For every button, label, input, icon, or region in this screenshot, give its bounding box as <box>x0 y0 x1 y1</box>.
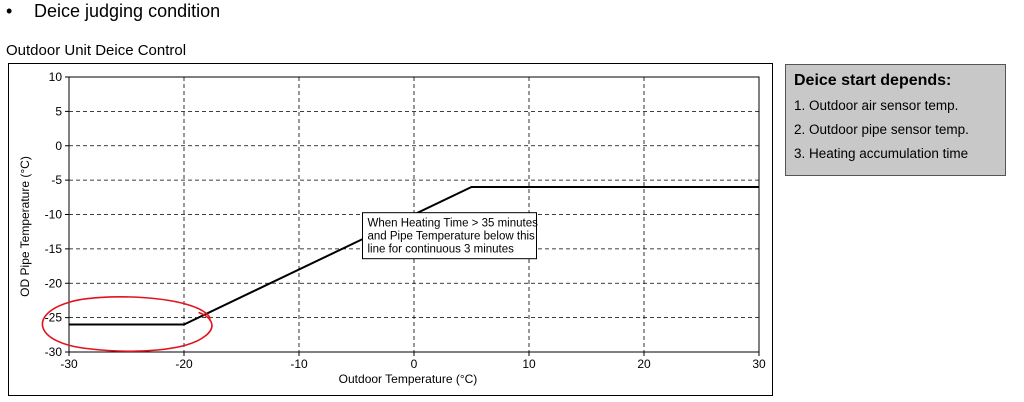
section-heading: • Deice judging condition <box>6 0 220 22</box>
y-tick-label: -5 <box>51 173 62 187</box>
x-tick-label: 0 <box>411 357 418 371</box>
side-panel: Deice start depends: 1. Outdoor air sens… <box>785 64 1006 176</box>
bullet-icon: • <box>6 1 13 21</box>
y-tick-label: -15 <box>45 242 63 256</box>
annotation-line: When Heating Time > 35 minutes <box>368 218 539 230</box>
side-panel-item-3: 3. Heating accumulation time <box>794 146 969 161</box>
x-tick-label: 30 <box>752 357 766 371</box>
x-axis-label: Outdoor Temperature (°C) <box>339 372 478 386</box>
highlight-circle <box>41 296 213 352</box>
section-heading-text: Deice judging condition <box>34 1 221 21</box>
y-tick-label: 10 <box>49 70 63 84</box>
y-tick-label: 0 <box>55 139 62 153</box>
deice-chart: -30 -20 -10 0 10 20 30 10 5 0 -5 -10 -15 -20 -25 -30 Out… <box>18 70 766 386</box>
chart-frame: -30 -20 -10 0 10 20 30 10 5 0 -5 -10 -15 -20 -25 -30 Out… <box>8 63 773 396</box>
chart-title: Outdoor Unit Deice Control <box>6 42 187 59</box>
annotation-box <box>362 212 537 260</box>
annotation-line: and Pipe Temperature below this <box>368 231 536 243</box>
annotation-line: line for continuous 3 minutes <box>368 244 515 256</box>
y-tick-label: -20 <box>45 276 63 290</box>
x-tick-label: -10 <box>290 357 308 371</box>
x-tick-label: -30 <box>60 357 78 371</box>
y-tick-label: 5 <box>55 104 62 118</box>
y-tick-label: -30 <box>45 345 63 359</box>
y-axis-label: OD Pipe Temperature (°C) <box>18 156 32 297</box>
side-panel-item-1: 1. Outdoor air sensor temp. <box>794 98 959 113</box>
x-tick-label: 20 <box>637 357 651 371</box>
y-tick-label: -25 <box>45 311 63 325</box>
x-tick-label: 10 <box>522 357 536 371</box>
x-tick-label: -20 <box>175 357 193 371</box>
side-panel-item-2: 2. Outdoor pipe sensor temp. <box>794 122 969 137</box>
deice-threshold-line <box>69 186 759 326</box>
side-panel-title: Deice start depends: <box>794 72 952 89</box>
y-tick-label: -10 <box>45 208 63 222</box>
